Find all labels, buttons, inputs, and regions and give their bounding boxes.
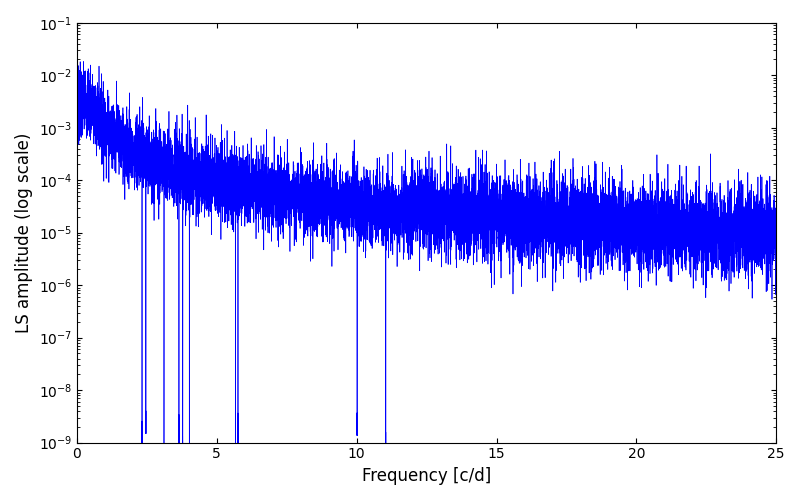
Y-axis label: LS amplitude (log scale): LS amplitude (log scale) [15,132,33,333]
X-axis label: Frequency [c/d]: Frequency [c/d] [362,467,491,485]
